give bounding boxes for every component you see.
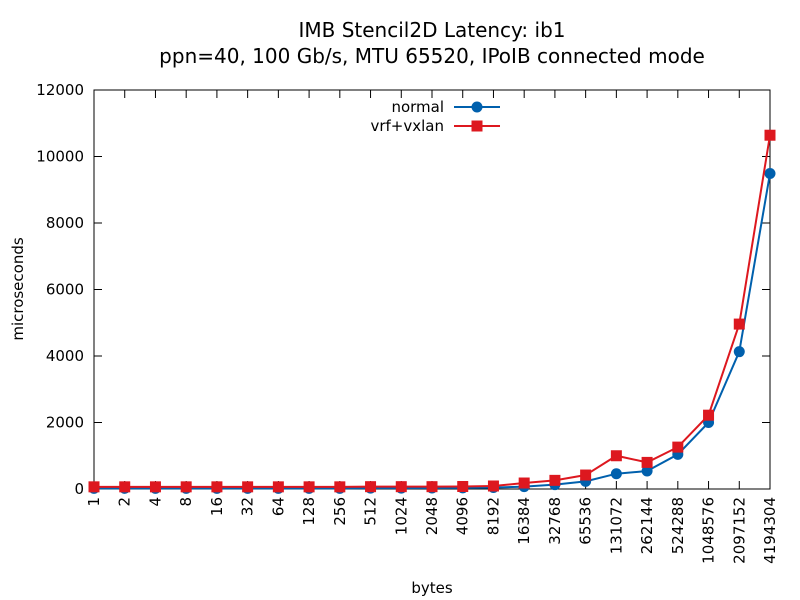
x-tick-label: 8 [177,497,195,507]
x-tick-label: 1048576 [700,497,718,564]
data-point [149,481,161,493]
y-axis-label: microseconds [9,237,27,341]
y-tick-label: 0 [74,480,84,498]
x-tick-label: 4096 [454,497,472,535]
data-point [764,129,776,141]
x-tick-label: 2048 [423,497,441,535]
chart-subtitle: ppn=40, 100 Gb/s, MTU 65520, IPoIB conne… [159,44,705,68]
data-point [672,441,684,453]
data-point [641,465,653,477]
plot-border [93,89,771,490]
data-point [549,474,561,486]
x-tick-label: 4 [146,497,164,507]
legend-label: normal [391,98,444,116]
series-vrf-vxlan [88,129,776,493]
x-tick-label: 2 [116,497,134,507]
data-point [365,481,377,493]
data-point [733,346,745,358]
data-point [88,481,100,493]
x-tick-label: 262144 [638,497,656,554]
data-point [211,481,223,493]
data-point [457,481,469,493]
data-point [703,409,715,421]
legend-label: vrf+vxlan [370,117,444,135]
x-tick-label: 512 [362,497,380,526]
x-tick-label: 256 [331,497,349,526]
data-point [487,480,499,492]
data-point [303,481,315,493]
x-tick-label: 4194304 [761,497,779,564]
data-point [641,456,653,468]
data-point [272,481,284,493]
data-point [426,481,438,493]
y-tick-label: 12000 [36,81,84,99]
x-axis: 1 2 4 8 16 32 64 128 256 512 1024 2048 4096 8192 16384… [85,90,779,564]
y-tick-label: 6000 [46,281,84,299]
data-point [733,318,745,330]
x-tick-label: 1024 [392,497,410,535]
legend-marker [471,101,483,113]
x-tick-label: 2097152 [730,497,748,564]
plot-frame [93,89,771,490]
y-tick-label: 4000 [46,347,84,365]
x-tick-label: 32768 [546,497,564,545]
x-tick-label: 32 [239,497,257,516]
x-tick-label: 8192 [484,497,502,535]
y-axis: 0 2000 4000 6000 8000 10000 12000 [36,81,770,498]
data-point [119,481,131,493]
chart-title: IMB Stencil2D Latency: ib1 [298,18,565,42]
x-tick-label: 64 [269,497,287,516]
data-point [395,481,407,493]
y-tick-label: 2000 [46,414,84,432]
legend-marker [471,120,483,132]
series-line [94,135,771,488]
data-point [518,477,530,489]
x-tick-label: 128 [300,497,318,526]
series-layer [88,129,776,494]
data-point [610,450,622,462]
data-point [764,167,776,179]
x-tick-label: 131072 [607,497,625,554]
data-point [242,481,254,493]
x-tick-label: 524288 [669,497,687,554]
x-axis-label: bytes [411,579,453,597]
data-point [610,468,622,480]
data-point [180,481,192,493]
y-tick-label: 10000 [36,148,84,166]
x-tick-label: 16384 [515,497,533,545]
x-tick-label: 1 [85,497,103,507]
series-line [94,173,771,490]
x-tick-label: 65536 [577,497,595,545]
data-point [580,469,592,481]
y-tick-label: 8000 [46,214,84,232]
x-tick-label: 16 [208,497,226,516]
data-point [334,481,346,493]
